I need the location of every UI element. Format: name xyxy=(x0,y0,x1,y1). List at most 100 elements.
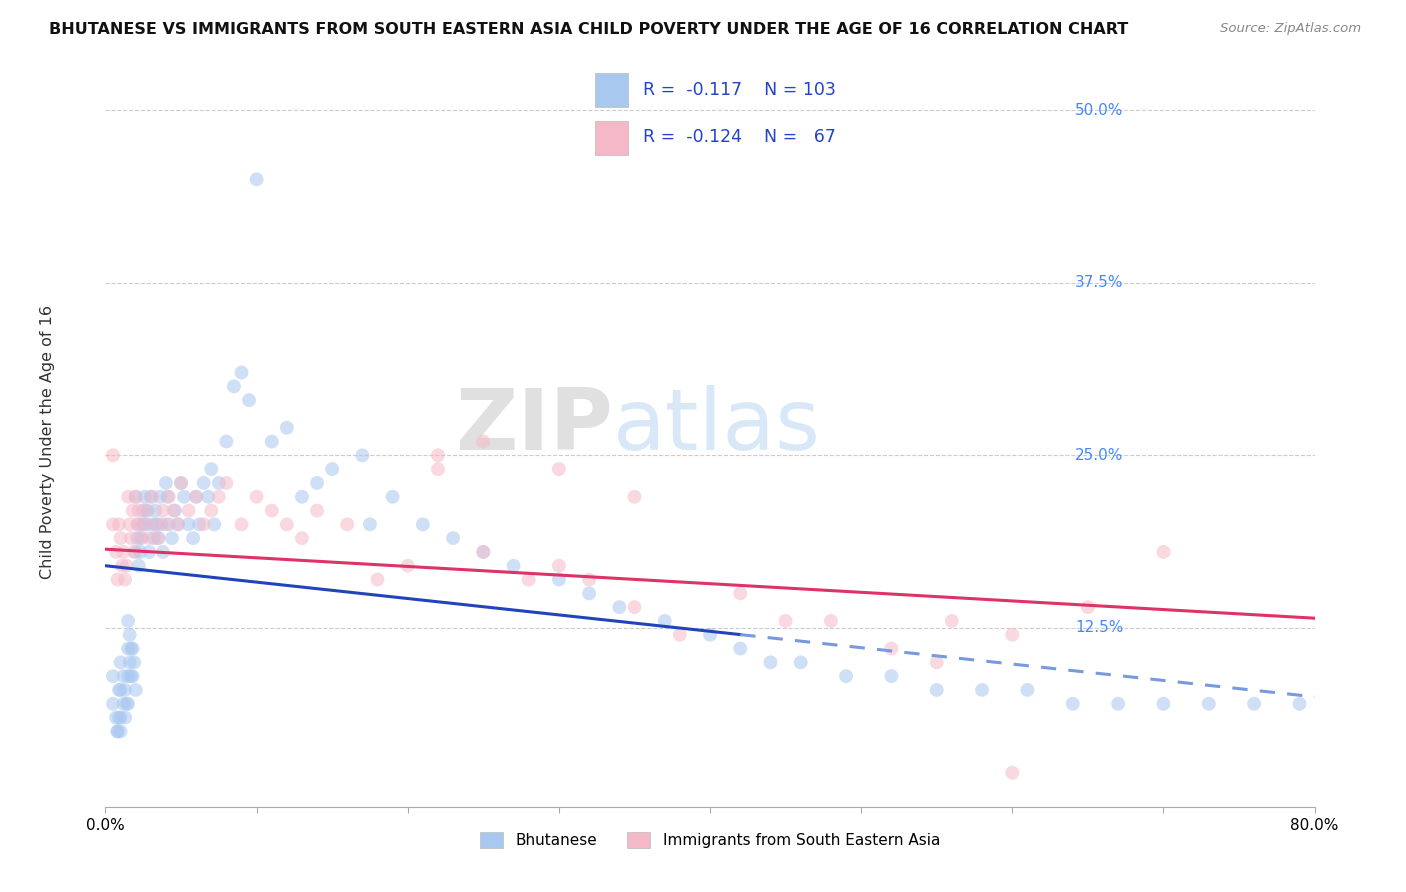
Point xyxy=(730,641,752,656)
Point xyxy=(197,490,219,504)
Text: BHUTANESE VS IMMIGRANTS FROM SOUTH EASTERN ASIA CHILD POVERTY UNDER THE AGE OF 1: BHUTANESE VS IMMIGRANTS FROM SOUTH EASTE… xyxy=(49,22,1129,37)
Point xyxy=(366,573,388,587)
Point xyxy=(181,531,204,545)
Point xyxy=(941,614,963,628)
Text: Child Poverty Under the Age of 16: Child Poverty Under the Age of 16 xyxy=(39,304,55,579)
Point xyxy=(173,490,195,504)
Point xyxy=(108,682,131,697)
Point xyxy=(128,517,150,532)
Point xyxy=(135,503,157,517)
Point xyxy=(157,517,180,532)
Text: ZIP: ZIP xyxy=(456,385,613,468)
Text: atlas: atlas xyxy=(613,385,821,468)
Point xyxy=(148,531,170,545)
Point xyxy=(155,517,177,532)
Point xyxy=(117,614,139,628)
Point xyxy=(202,517,225,532)
Point xyxy=(120,669,142,683)
Point xyxy=(1153,545,1175,559)
Point xyxy=(669,628,692,642)
Point xyxy=(110,724,132,739)
Point xyxy=(177,517,200,532)
Point xyxy=(141,490,163,504)
Point xyxy=(156,490,179,504)
Point xyxy=(925,682,948,697)
Point xyxy=(117,641,139,656)
Point xyxy=(578,573,600,587)
Point xyxy=(143,517,166,532)
Point xyxy=(111,558,134,573)
Point xyxy=(167,517,190,532)
Point xyxy=(200,503,222,517)
Point xyxy=(260,503,283,517)
Point xyxy=(129,545,152,559)
Point xyxy=(820,614,842,628)
Point xyxy=(396,558,419,573)
Point xyxy=(186,490,208,504)
Point xyxy=(124,490,148,504)
Point xyxy=(291,490,314,504)
Point xyxy=(177,503,200,517)
Point xyxy=(160,531,183,545)
Point xyxy=(117,697,139,711)
Point xyxy=(120,641,142,656)
Point xyxy=(548,573,571,587)
Point xyxy=(208,490,231,504)
Point xyxy=(1288,697,1310,711)
Point xyxy=(1001,628,1024,642)
Point xyxy=(238,393,260,408)
Point xyxy=(152,545,174,559)
Text: 25.0%: 25.0% xyxy=(1076,448,1123,463)
Text: Source: ZipAtlas.com: Source: ZipAtlas.com xyxy=(1220,22,1361,36)
Point xyxy=(276,421,298,435)
Point xyxy=(148,531,170,545)
Point xyxy=(654,614,676,628)
Point xyxy=(117,669,139,683)
Point xyxy=(790,656,813,670)
Point xyxy=(246,172,269,186)
Point xyxy=(135,517,157,532)
Point xyxy=(880,669,903,683)
Point xyxy=(118,656,141,670)
Point xyxy=(1107,697,1129,711)
Point xyxy=(138,531,160,545)
Point xyxy=(170,475,193,490)
Point xyxy=(208,475,231,490)
Point xyxy=(609,600,631,615)
Point xyxy=(112,669,135,683)
Text: 37.5%: 37.5% xyxy=(1076,276,1123,290)
Point xyxy=(110,656,132,670)
Point xyxy=(835,669,858,683)
Point xyxy=(307,503,329,517)
Point xyxy=(188,517,211,532)
Point xyxy=(110,682,132,697)
Point xyxy=(167,517,190,532)
Point xyxy=(146,517,169,532)
Point xyxy=(193,475,215,490)
Point xyxy=(108,710,131,724)
Point xyxy=(114,682,136,697)
Point xyxy=(105,545,128,559)
Point xyxy=(152,503,174,517)
Point xyxy=(114,573,136,587)
Point xyxy=(121,669,143,683)
Point xyxy=(623,490,645,504)
Point xyxy=(1243,697,1265,711)
Point xyxy=(127,531,149,545)
Point xyxy=(118,517,141,532)
Point xyxy=(307,475,329,490)
Point xyxy=(117,490,139,504)
Point xyxy=(107,724,129,739)
Text: 12.5%: 12.5% xyxy=(1076,620,1123,635)
Point xyxy=(441,531,464,545)
Point xyxy=(472,545,495,559)
Point xyxy=(142,531,165,545)
Point xyxy=(121,503,143,517)
Point xyxy=(427,462,450,476)
Point xyxy=(502,558,524,573)
Point xyxy=(112,545,135,559)
Point xyxy=(132,517,155,532)
Point xyxy=(730,586,752,600)
Point xyxy=(124,490,148,504)
Point xyxy=(108,517,131,532)
